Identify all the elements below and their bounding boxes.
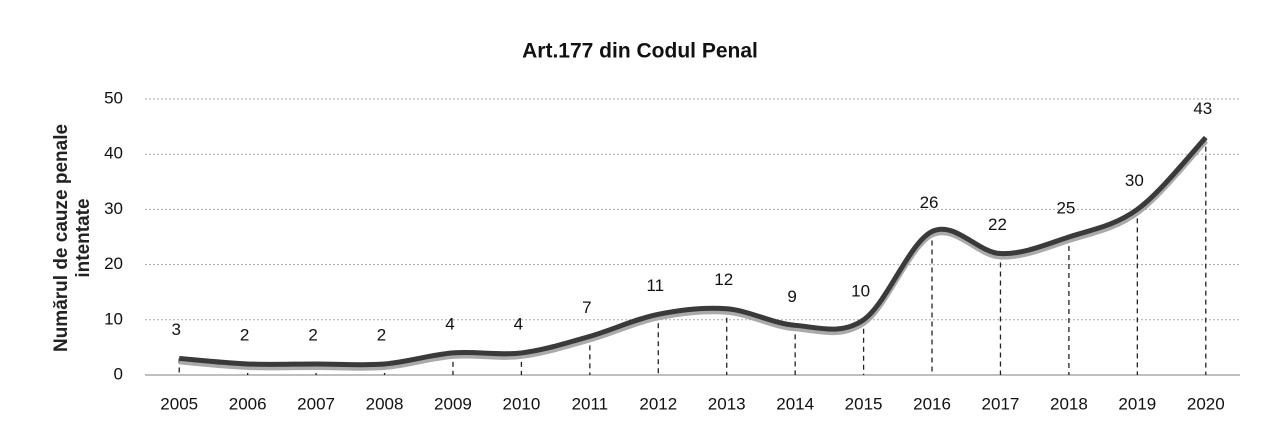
data-label: 25 (1056, 198, 1075, 217)
y-tick-label: 50 (104, 88, 123, 107)
y-tick-label: 30 (104, 199, 123, 218)
x-tick-label: 2019 (1118, 394, 1156, 413)
line-shadow (178, 138, 1208, 371)
chart-title: Art.177 din Codul Penal (522, 40, 758, 63)
data-label: 26 (920, 193, 939, 212)
y-tick-label: 20 (104, 254, 123, 273)
data-label: 2 (308, 325, 317, 344)
x-tick-label: 2020 (1187, 394, 1225, 413)
x-tick-label: 2017 (982, 394, 1020, 413)
y-tick-label: 0 (114, 364, 123, 383)
x-tick-label: 2011 (572, 394, 609, 413)
data-label: 30 (1125, 171, 1144, 190)
x-tick-label: 2009 (434, 394, 472, 413)
y-tick-label: 10 (104, 309, 123, 328)
y-axis-title: Numărul de cauze penale (51, 124, 72, 352)
x-tick-label: 2012 (639, 394, 677, 413)
x-tick-label: 2010 (502, 394, 540, 413)
x-tick-label: 2005 (160, 394, 198, 413)
data-label: 10 (851, 281, 870, 300)
data-label: 4 (514, 314, 523, 333)
data-label: 11 (646, 276, 664, 295)
line (179, 135, 1208, 368)
data-label: 2 (240, 325, 249, 344)
x-tick-label: 2008 (366, 394, 404, 413)
data-label: 22 (988, 215, 1007, 234)
x-tick-label: 2006 (229, 394, 267, 413)
x-tick-label: 2014 (776, 394, 814, 413)
x-tick-label: 2013 (708, 394, 746, 413)
data-label: 43 (1193, 99, 1212, 118)
data-label: 3 (171, 320, 180, 339)
y-axis-title: intentate (73, 198, 94, 277)
data-label: 12 (714, 270, 733, 289)
data-label: 2 (377, 325, 386, 344)
data-label: 4 (445, 314, 454, 333)
x-tick-label: 2015 (845, 394, 883, 413)
data-label: 9 (787, 287, 796, 306)
x-tick-label: 2007 (297, 394, 335, 413)
data-label: 7 (582, 298, 591, 317)
x-tick-label: 2018 (1050, 394, 1088, 413)
x-tick-label: 2016 (913, 394, 951, 413)
y-tick-label: 40 (104, 144, 123, 163)
